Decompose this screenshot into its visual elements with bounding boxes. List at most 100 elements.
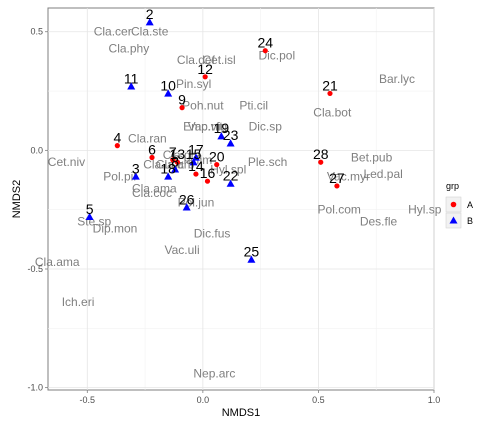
species-label: Cla.def: [177, 53, 216, 67]
site-label: 7: [169, 144, 177, 160]
site-label: 12: [197, 61, 213, 77]
site-point-B: [189, 158, 198, 166]
species-label: Pti.cil: [239, 98, 268, 112]
site-label: 20: [209, 149, 225, 165]
species-label: Pol.com: [318, 203, 361, 217]
site-point-A: [214, 161, 220, 168]
species-label: Vac.vit: [188, 120, 224, 134]
site-point-A: [170, 157, 176, 163]
y-tick-label: 0.0: [30, 145, 43, 155]
site-label: 23: [223, 127, 239, 143]
site-label: 13: [170, 146, 186, 162]
site-point-A: [204, 178, 211, 184]
site-point-A: [174, 159, 181, 165]
site-point-A: [149, 154, 155, 161]
species-label: Cla.ama: [35, 255, 80, 269]
species-label: Bet.pub: [351, 150, 393, 164]
species-label: Led.pal: [363, 167, 402, 181]
site-label: 15: [186, 146, 202, 162]
legend-items: AB: [445, 196, 473, 229]
site-label: 4: [113, 130, 121, 146]
site-point-B: [164, 89, 173, 97]
species-label: Cla.bot: [313, 105, 352, 119]
site-label: 11: [124, 70, 139, 86]
site-label: 25: [244, 244, 260, 260]
species-label: Pin.syl: [176, 77, 211, 91]
site-point-B: [85, 212, 94, 220]
species-label: Poh.nut: [182, 98, 224, 112]
site-label: 14: [188, 158, 204, 174]
species-label: Cla.phy: [109, 41, 150, 55]
species-label: Cla.coc: [132, 186, 172, 200]
site-point-B: [131, 172, 140, 180]
site-label: 24: [257, 35, 273, 51]
x-axis-ticks: -0.5 0.0 0.5 1.0: [80, 390, 441, 405]
species-label: Cet.isl: [202, 53, 235, 67]
site-point-B: [127, 82, 136, 90]
site-label: 8: [171, 153, 179, 169]
species-label: Cla.ama: [132, 181, 177, 195]
site-label: 5: [86, 201, 94, 217]
site-point-B: [164, 172, 173, 180]
site-points: [85, 18, 340, 263]
site-point-B: [145, 18, 154, 26]
site-point-B: [171, 165, 180, 173]
x-tick-label: -0.5: [80, 395, 96, 405]
x-axis-title: NMDS1: [222, 407, 261, 419]
species-label: Cla.ste: [131, 25, 169, 39]
species-label: Hyl.spl: [210, 162, 246, 176]
site-label: 22: [223, 168, 239, 184]
species-label: Dip.mon: [93, 222, 138, 236]
legend-label: A: [467, 200, 473, 210]
site-point-B: [182, 203, 191, 211]
species-label: Dic.sp: [249, 120, 283, 134]
x-tick-label: 1.0: [428, 395, 441, 405]
legend-key-B: [449, 216, 458, 224]
site-point-B: [191, 153, 200, 161]
species-label: Dic.pol: [258, 48, 295, 62]
species-label: Cet.niv: [48, 155, 85, 169]
site-labels: 4691214162021242728713235101115171819222…: [86, 6, 345, 259]
site-label: 21: [322, 77, 338, 93]
y-axis-title: NMDS2: [11, 180, 23, 219]
site-label: 10: [160, 77, 176, 93]
species-label: Vac.myr: [327, 169, 370, 183]
species-label: Cla.cer: [94, 25, 132, 39]
site-point-A: [179, 105, 185, 111]
site-point-A: [193, 171, 199, 177]
y-tick-label: -1.0: [27, 383, 43, 393]
legend-key-A: [450, 201, 457, 208]
species-label: Nep.arc: [193, 366, 235, 380]
species-label: Cla.arb: [156, 158, 195, 172]
site-point-A: [334, 183, 340, 189]
legend: grp AB: [445, 181, 473, 229]
site-label: 3: [132, 160, 140, 176]
site-label: 2: [146, 6, 154, 22]
species-label: Ple.sch: [248, 155, 287, 169]
site-label: 17: [188, 141, 204, 157]
x-tick-label: 0.0: [197, 395, 210, 405]
x-tick-label: 0.5: [312, 395, 325, 405]
legend-label: B: [467, 216, 473, 226]
site-label: 26: [179, 191, 195, 207]
site-label: 28: [313, 146, 329, 162]
plot-panel-background: [47, 7, 435, 391]
site-point-A: [262, 48, 268, 54]
site-point-B: [217, 132, 226, 140]
y-tick-label: -0.5: [27, 264, 43, 274]
site-label: 18: [160, 160, 176, 176]
grid-major-lines: [48, 8, 435, 390]
species-label: Pol.pil: [103, 169, 136, 183]
site-point-A: [318, 159, 324, 165]
site-point-A: [327, 90, 333, 97]
y-tick-label: 0.5: [30, 27, 43, 37]
y-axis-ticks: -1.0 -0.5 0.0 0.5: [27, 27, 48, 393]
site-point-B: [247, 255, 256, 263]
species-label: Des.fle: [360, 215, 398, 229]
legend-title: grp: [446, 181, 459, 191]
species-label: Cla.ran: [128, 131, 167, 145]
species-label: Bar.lyc: [379, 72, 415, 86]
